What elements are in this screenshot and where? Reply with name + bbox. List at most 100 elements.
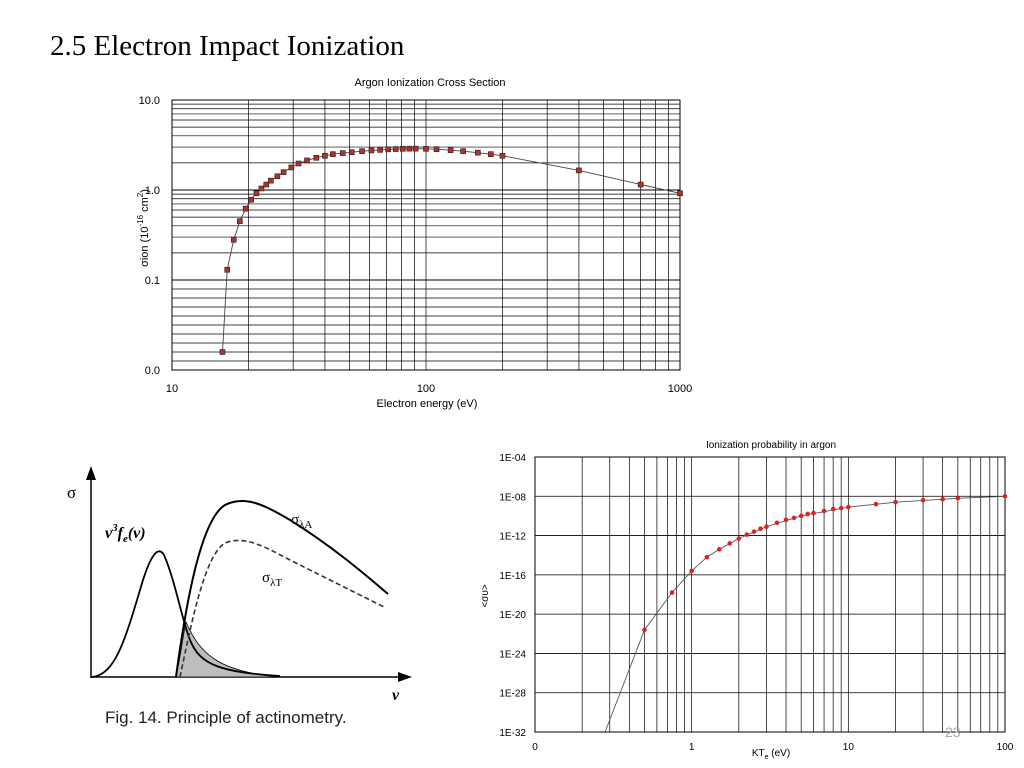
ion-probability-point <box>736 536 742 541</box>
ion-probability-x-tick: 10 <box>843 742 855 753</box>
cross-section-y-tick: 1.0 <box>145 185 160 197</box>
ion-probability-point <box>811 510 816 516</box>
actinometry-caption: Fig. 14. Principle of actinometry. <box>105 708 347 727</box>
ion-probability-grid <box>534 456 1006 733</box>
cross-section-point <box>423 145 429 152</box>
cross-section-point <box>412 145 419 152</box>
ion-probability-point <box>805 511 810 517</box>
ion-probability-y-tick: 1E-24 <box>499 649 526 660</box>
cross-section-ylabel: σion (10-16 cm2) <box>136 189 151 267</box>
ion-probability-point <box>642 627 647 633</box>
actinometry-sigma-t-label: σλT <box>262 570 282 589</box>
cross-section-point <box>392 146 399 152</box>
actinometry-distribution-label: v3fe(v) <box>105 522 146 545</box>
ion-probability-y-tick: 1E-16 <box>499 571 526 582</box>
cross-section-point <box>219 349 226 355</box>
cross-section-points <box>219 145 683 355</box>
cross-section-point <box>322 152 328 159</box>
cross-section-grid <box>171 99 681 371</box>
ion-probability-point <box>830 506 836 512</box>
ion-probability-y-tick: 1E-28 <box>499 689 526 700</box>
ion-probability-point <box>798 513 804 519</box>
cross-section-y-tick: 0.0 <box>145 365 160 377</box>
cross-section-point <box>460 148 466 154</box>
cross-section-point <box>304 157 310 164</box>
cross-section-point <box>224 266 231 273</box>
ion-probability-point <box>727 541 733 546</box>
actinometry-x-arrow <box>398 672 412 682</box>
ion-probability-y-tick: 1E-08 <box>499 492 526 503</box>
cross-section-point <box>385 146 392 153</box>
actinometry-sigma-a-label: σλA <box>291 512 312 531</box>
actinometry-diagram: σ v v3fe(v) σλA σλT <box>67 466 412 704</box>
ion-probability-point <box>955 495 961 501</box>
cross-section-point <box>330 151 336 157</box>
ion-probability-point <box>689 568 694 574</box>
cross-section-point <box>242 205 249 212</box>
cross-section-point <box>288 164 295 171</box>
cross-section-point <box>406 145 413 152</box>
cross-section-x-tick: 10 <box>166 383 178 395</box>
cross-section-point <box>258 185 265 192</box>
cross-section-y-tick: 0.1 <box>145 275 160 287</box>
cross-section-point <box>295 160 302 167</box>
cross-section-x-tick: 100 <box>417 383 435 395</box>
cross-section-point <box>313 154 320 161</box>
ion-probability-y-tick: 1E-04 <box>499 453 526 464</box>
cross-section-point <box>433 146 440 153</box>
cross-section-point <box>576 167 582 174</box>
cross-section-x-tick: 1000 <box>668 383 692 395</box>
cross-section-ticks: 10 100 1000 0.0 0.1 1.0 10.0 <box>139 95 693 395</box>
cross-section-point <box>230 236 237 243</box>
ion-probability-point <box>774 520 780 526</box>
ion-probability-xlabel: KTe (eV) <box>752 748 790 761</box>
cross-section-point <box>253 190 260 197</box>
ion-probability-point <box>1002 493 1008 499</box>
cross-section-point <box>368 147 375 154</box>
ion-probability-point <box>838 505 844 511</box>
cross-section-point <box>377 147 383 153</box>
cross-section-point <box>447 147 454 153</box>
ion-probability-point <box>744 532 750 537</box>
actinometry-sigma-a-curve <box>175 500 389 678</box>
cross-section-point <box>280 169 287 175</box>
actinometry-y-arrow <box>86 466 96 480</box>
ion-probability-point <box>783 517 789 523</box>
cross-section-point <box>475 149 481 156</box>
ion-probability-point <box>940 496 945 502</box>
slide-title: 2.5 Electron Impact Ionization <box>50 30 405 62</box>
ion-probability-point <box>758 526 763 531</box>
cross-section-xlabel: Electron energy (eV) <box>377 398 478 410</box>
cross-section-point <box>499 152 506 159</box>
page-number: 23 <box>945 724 961 740</box>
ion-probability-point <box>751 529 757 534</box>
ion-probability-points <box>642 493 1008 633</box>
actinometry-distribution-curve <box>91 550 281 678</box>
cross-section-point <box>488 151 494 157</box>
ion-probability-y-tick: 1E-20 <box>499 610 526 621</box>
ion-probability-point <box>893 499 898 505</box>
ion-probability-ticks: 0 1 10 100 1E-04 1E-08 1E-12 1E-16 1E-20 1E-24 1E-… <box>499 453 1013 753</box>
cross-section-point <box>399 145 406 152</box>
ion-probability-point <box>846 504 851 510</box>
cross-section-title: Argon Ionization Cross Section <box>354 77 505 89</box>
ion-probability-point <box>873 501 879 507</box>
ion-probability-point <box>716 547 722 552</box>
cross-section-point <box>274 173 281 180</box>
cross-section-point <box>677 190 683 197</box>
ion-probability-point <box>791 515 797 521</box>
cross-section-point <box>268 177 274 184</box>
cross-section-point <box>263 181 270 188</box>
actinometry-sigma-t-curve <box>179 539 385 678</box>
actinometry-axis-x-label: v <box>392 687 400 704</box>
ion-probability-ylabel: <συ> <box>480 584 491 607</box>
ion-probability-frame <box>534 456 1006 733</box>
ion-probability-x-tick: 0 <box>532 742 538 753</box>
cross-section-point <box>348 149 355 156</box>
ion-probability-point <box>669 590 675 595</box>
ion-probability-point <box>764 524 769 530</box>
cross-section-point <box>237 218 243 225</box>
cross-section-y-tick: 10.0 <box>139 95 160 107</box>
ion-probability-x-tick: 1 <box>689 742 695 753</box>
